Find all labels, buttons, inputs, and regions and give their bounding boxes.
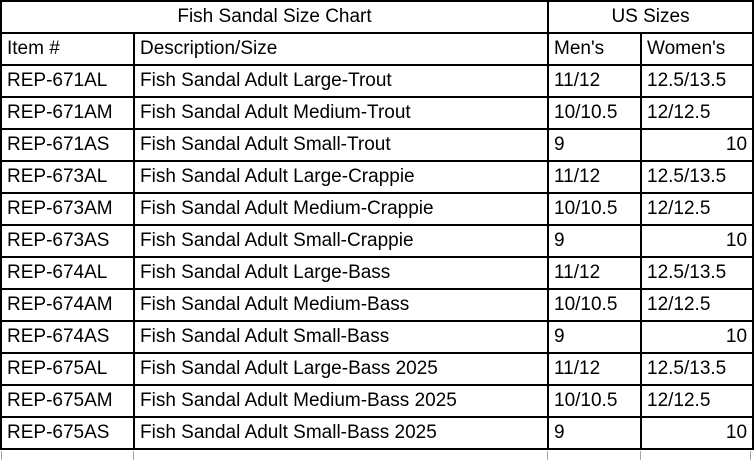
table-row: REP-671AM Fish Sandal Adult Medium-Trout 1… bbox=[0, 96, 755, 130]
table-row: REP-671AL Fish Sandal Adult Large-Trout 11… bbox=[0, 64, 755, 98]
womens-cell[interactable]: 10 bbox=[640, 320, 755, 354]
mens-cell[interactable]: 10/10.5 bbox=[547, 192, 643, 226]
womens-cell[interactable]: 12/12.5 bbox=[640, 192, 755, 226]
table-row: REP-673AM Fish Sandal Adult Medium-Crappi… bbox=[0, 192, 755, 226]
gridline-stub bbox=[133, 451, 134, 460]
description-cell[interactable]: Fish Sandal Adult Large-Trout bbox=[132, 64, 550, 98]
mens-cell[interactable]: 10/10.5 bbox=[547, 96, 643, 130]
item-cell[interactable]: REP-675AM bbox=[0, 384, 135, 418]
column-header-description[interactable]: Description/Size bbox=[132, 32, 550, 66]
column-header-womens[interactable]: Women's bbox=[640, 32, 755, 66]
table-title-cell[interactable]: Fish Sandal Size Chart bbox=[0, 0, 550, 34]
table-title-row: Fish Sandal Size Chart US Sizes bbox=[0, 0, 755, 34]
mens-cell[interactable]: 9 bbox=[547, 224, 643, 258]
item-cell[interactable]: REP-671AL bbox=[0, 64, 135, 98]
womens-cell[interactable]: 12.5/13.5 bbox=[640, 256, 755, 290]
item-cell[interactable]: REP-675AS bbox=[0, 416, 135, 450]
table-row: REP-675AL Fish Sandal Adult Large-Bass 20… bbox=[0, 352, 755, 386]
table-row: REP-673AL Fish Sandal Adult Large-Crappie… bbox=[0, 160, 755, 194]
description-cell[interactable]: Fish Sandal Adult Small-Bass 2025 bbox=[132, 416, 550, 450]
item-cell[interactable]: REP-673AM bbox=[0, 192, 135, 226]
mens-cell[interactable]: 11/12 bbox=[547, 352, 643, 386]
item-cell[interactable]: REP-675AL bbox=[0, 352, 135, 386]
womens-cell[interactable]: 10 bbox=[640, 416, 755, 450]
gridline-stub bbox=[750, 451, 751, 460]
table-row: REP-671AS Fish Sandal Adult Small-Trout 9 1… bbox=[0, 128, 755, 162]
description-cell[interactable]: Fish Sandal Adult Small-Crappie bbox=[132, 224, 550, 258]
mens-cell[interactable]: 10/10.5 bbox=[547, 288, 643, 322]
womens-cell[interactable]: 12.5/13.5 bbox=[640, 64, 755, 98]
description-cell[interactable]: Fish Sandal Adult Medium-Crappie bbox=[132, 192, 550, 226]
table-body: REP-671AL Fish Sandal Adult Large-Trout 11… bbox=[0, 64, 755, 450]
table-row: REP-674AL Fish Sandal Adult Large-Bass 11/… bbox=[0, 256, 755, 290]
item-cell[interactable]: REP-671AM bbox=[0, 96, 135, 130]
womens-cell[interactable]: 12.5/13.5 bbox=[640, 160, 755, 194]
description-cell[interactable]: Fish Sandal Adult Large-Crappie bbox=[132, 160, 550, 194]
womens-cell[interactable]: 10 bbox=[640, 128, 755, 162]
mens-cell[interactable]: 11/12 bbox=[547, 160, 643, 194]
womens-cell[interactable]: 12/12.5 bbox=[640, 384, 755, 418]
cutoff-next-row-gridlines bbox=[0, 450, 752, 462]
description-cell[interactable]: Fish Sandal Adult Small-Trout bbox=[132, 128, 550, 162]
item-cell[interactable]: REP-674AL bbox=[0, 256, 135, 290]
mens-cell[interactable]: 10/10.5 bbox=[547, 384, 643, 418]
table-row: REP-674AS Fish Sandal Adult Small-Bass 9 10 bbox=[0, 320, 755, 354]
column-header-mens[interactable]: Men's bbox=[547, 32, 643, 66]
item-cell[interactable]: REP-671AS bbox=[0, 128, 135, 162]
description-cell[interactable]: Fish Sandal Adult Medium-Trout bbox=[132, 96, 550, 130]
table-row: REP-673AS Fish Sandal Adult Small-Crappie… bbox=[0, 224, 755, 258]
table-row: REP-675AS Fish Sandal Adult Small-Bass 20… bbox=[0, 416, 755, 450]
table-row: REP-674AM Fish Sandal Adult Medium-Bass 10… bbox=[0, 288, 755, 322]
description-cell[interactable]: Fish Sandal Adult Medium-Bass bbox=[132, 288, 550, 322]
item-cell[interactable]: REP-673AS bbox=[0, 224, 135, 258]
item-cell[interactable]: REP-674AM bbox=[0, 288, 135, 322]
description-cell[interactable]: Fish Sandal Adult Small-Bass bbox=[132, 320, 550, 354]
column-header-item[interactable]: Item # bbox=[0, 32, 135, 66]
description-cell[interactable]: Fish Sandal Adult Large-Bass 2025 bbox=[132, 352, 550, 386]
us-sizes-header-cell[interactable]: US Sizes bbox=[547, 0, 755, 34]
womens-cell[interactable]: 12.5/13.5 bbox=[640, 352, 755, 386]
gridline-stub bbox=[640, 451, 641, 460]
mens-cell[interactable]: 9 bbox=[547, 416, 643, 450]
description-cell[interactable]: Fish Sandal Adult Medium-Bass 2025 bbox=[132, 384, 550, 418]
mens-cell[interactable]: 9 bbox=[547, 320, 643, 354]
column-header-row: Item # Description/Size Men's Women's bbox=[0, 32, 755, 66]
womens-cell[interactable]: 12/12.5 bbox=[640, 96, 755, 130]
mens-cell[interactable]: 9 bbox=[547, 128, 643, 162]
table-row: REP-675AM Fish Sandal Adult Medium-Bass 2… bbox=[0, 384, 755, 418]
mens-cell[interactable]: 11/12 bbox=[547, 256, 643, 290]
item-cell[interactable]: REP-674AS bbox=[0, 320, 135, 354]
womens-cell[interactable]: 12/12.5 bbox=[640, 288, 755, 322]
womens-cell[interactable]: 10 bbox=[640, 224, 755, 258]
gridline-stub bbox=[1, 451, 2, 460]
description-cell[interactable]: Fish Sandal Adult Large-Bass bbox=[132, 256, 550, 290]
gridline-stub bbox=[547, 451, 548, 460]
mens-cell[interactable]: 11/12 bbox=[547, 64, 643, 98]
size-chart-table: Fish Sandal Size Chart US Sizes Item # D… bbox=[0, 0, 755, 450]
item-cell[interactable]: REP-673AL bbox=[0, 160, 135, 194]
